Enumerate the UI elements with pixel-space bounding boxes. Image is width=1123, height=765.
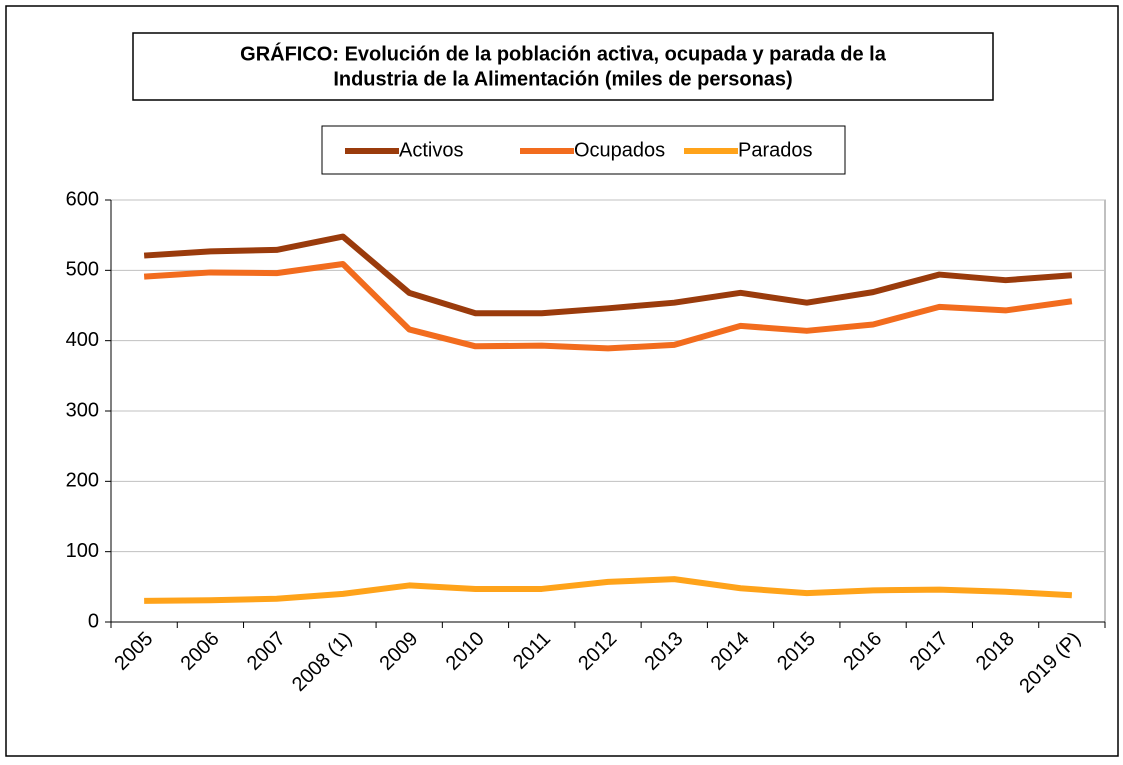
y-tick-label: 600 bbox=[66, 188, 99, 210]
y-tick-label: 400 bbox=[66, 329, 99, 351]
legend-box bbox=[321, 125, 846, 175]
title-box bbox=[132, 32, 994, 101]
y-tick-label: 500 bbox=[66, 259, 99, 281]
y-tick-label: 100 bbox=[66, 540, 99, 562]
line-series bbox=[144, 576, 1073, 604]
y-tick-label: 300 bbox=[66, 399, 99, 421]
legend-label: Parados bbox=[738, 139, 813, 161]
legend-label: Ocupados bbox=[574, 139, 665, 161]
chart-title: Industria de la Alimentación (miles de p… bbox=[333, 68, 792, 90]
line-series bbox=[143, 261, 1073, 352]
y-tick-label: 0 bbox=[88, 610, 99, 632]
chart-title: GRÁFICO: Evolución de la población activ… bbox=[240, 42, 887, 65]
legend-label: Activos bbox=[399, 139, 463, 161]
line-series bbox=[143, 233, 1073, 317]
y-tick-label: 200 bbox=[66, 470, 99, 492]
